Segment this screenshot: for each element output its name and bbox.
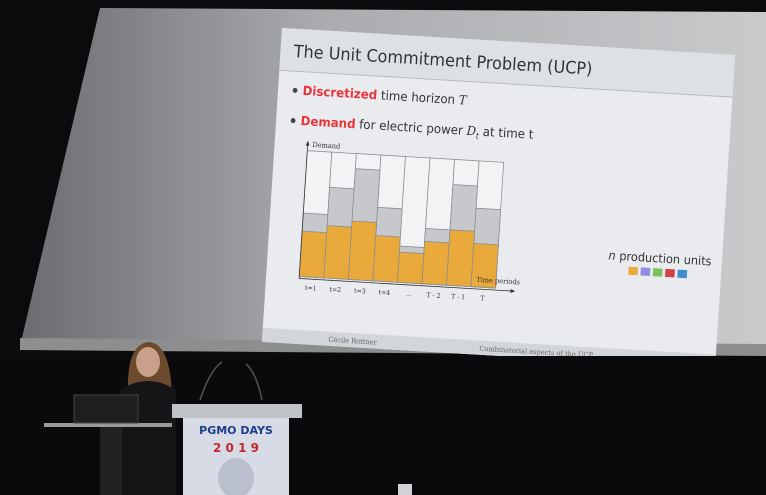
period-label: T - 2 bbox=[426, 292, 440, 300]
legend-var: n bbox=[608, 248, 616, 263]
axis-label: Demand bbox=[312, 141, 341, 151]
period-label: t=4 bbox=[378, 288, 390, 297]
slide: The Unit Commitment Problem (UCP) Discre… bbox=[262, 28, 735, 369]
podium-top bbox=[172, 404, 302, 418]
photo: The Unit Commitment Problem (UCP) Discre… bbox=[0, 0, 766, 495]
period-label: ... bbox=[406, 291, 412, 299]
columns bbox=[299, 151, 503, 288]
page: {"slide":{"title":"The Unit Commitment P… bbox=[0, 0, 766, 495]
period-label: t=2 bbox=[329, 286, 341, 294]
period-label: t=3 bbox=[354, 288, 366, 296]
period-label: t=1 bbox=[305, 284, 317, 293]
desk bbox=[44, 423, 172, 427]
laptop bbox=[74, 395, 138, 423]
bottle bbox=[398, 484, 412, 495]
podium-title: PGMO DAYS bbox=[199, 424, 273, 437]
podium-year: 2 0 1 9 bbox=[213, 441, 259, 455]
period-label: T - 1 bbox=[451, 292, 465, 301]
desk-leg bbox=[100, 427, 122, 495]
